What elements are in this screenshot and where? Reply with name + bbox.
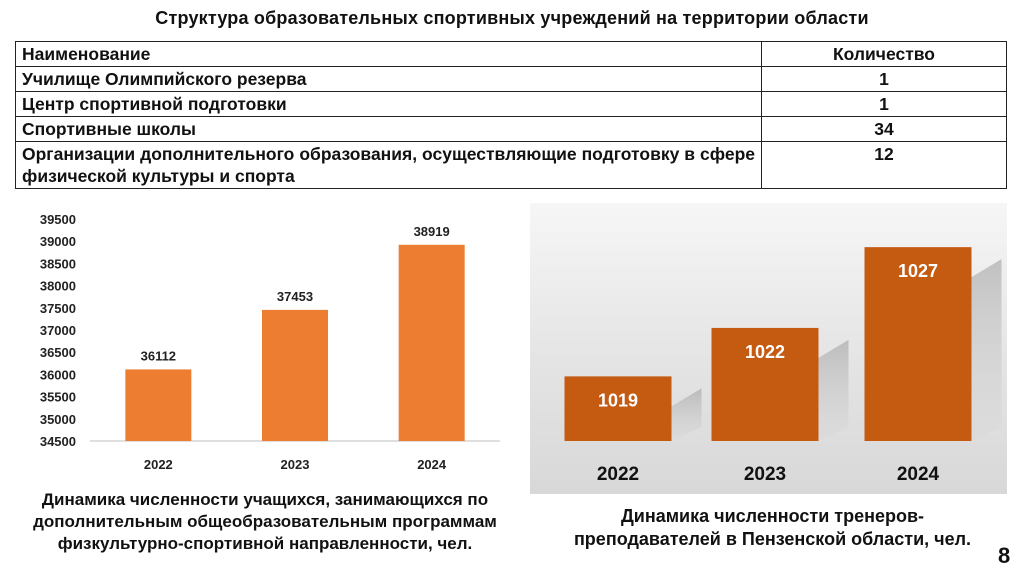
y-tick-label: 39000: [40, 234, 76, 249]
students-bar-chart: 34500 35000 35500 36000 36500 37000 37500 38000…: [40, 212, 500, 472]
y-tick-label: 36000: [40, 367, 76, 382]
bar: [125, 369, 192, 441]
data-label: 1027: [898, 261, 938, 281]
y-tick-label: 38500: [40, 256, 76, 271]
row-name: Организации дополнительного образования,…: [15, 141, 762, 189]
x-tick-label: 2022: [597, 464, 639, 485]
row-count: 12: [761, 141, 1007, 189]
x-tick-label: 2024: [417, 457, 447, 472]
bar: [711, 327, 819, 441]
bar-shadow: [818, 339, 849, 441]
row-name: Училище Олимпийского резерва: [15, 66, 762, 92]
bar-shadow: [971, 259, 1002, 441]
y-tick-label: 35000: [40, 412, 76, 427]
data-label: 38919: [414, 224, 450, 239]
x-tick-label: 2023: [744, 464, 786, 485]
bar: [262, 309, 328, 441]
page-number: 8: [998, 543, 1011, 568]
row-count: 34: [761, 116, 1007, 142]
table-row: Спортивные школы 34: [15, 116, 1007, 142]
row-name: Центр спортивной подготовки: [15, 91, 762, 117]
data-label: 37453: [277, 289, 313, 304]
y-tick-label: 34500: [40, 434, 76, 449]
x-tick-label: 2022: [144, 457, 173, 472]
table-row: Организации дополнительного образования,…: [15, 141, 1007, 189]
data-label: 1022: [745, 342, 785, 362]
coaches-chart-caption: Динамика численности тренеров-преподават…: [573, 506, 972, 549]
coaches-chart-panel: 1019 2022 1022 2023 1027 2024: [530, 203, 1007, 494]
x-tick-label: 2023: [281, 457, 310, 472]
y-tick-label: 37000: [40, 323, 76, 338]
bar: [864, 247, 972, 441]
row-count: 1: [761, 66, 1007, 92]
row-count: 1: [761, 91, 1007, 117]
header-count: Количество: [761, 41, 1007, 67]
bar: [564, 376, 672, 441]
y-tick-label: 39500: [40, 212, 76, 227]
y-tick-label: 36500: [40, 345, 76, 360]
bar: [398, 244, 465, 441]
y-tick-label: 38000: [40, 279, 76, 294]
table-row: Центр спортивной подготовки 1: [15, 91, 1007, 117]
coaches-bar-chart: 1019 2022 1022 2023 1027 2024: [564, 247, 1002, 485]
table-header-row: Наименование Количество: [15, 41, 1007, 67]
y-tick-label: 35500: [40, 390, 76, 405]
x-tick-label: 2024: [897, 464, 940, 485]
bar-shadow: [671, 388, 702, 441]
structure-table: Наименование Количество Училище Олимпийс…: [15, 41, 1007, 189]
data-label: 1019: [598, 390, 638, 410]
row-name: Спортивные школы: [15, 116, 762, 142]
page-title: Структура образовательных спортивных учр…: [155, 8, 869, 28]
header-name: Наименование: [15, 41, 762, 67]
students-chart-caption: Динамика численности учащихся, занимающи…: [33, 490, 497, 553]
y-tick-label: 37500: [40, 301, 76, 316]
data-label: 36112: [141, 348, 176, 363]
table-row: Училище Олимпийского резерва 1: [15, 66, 1007, 92]
